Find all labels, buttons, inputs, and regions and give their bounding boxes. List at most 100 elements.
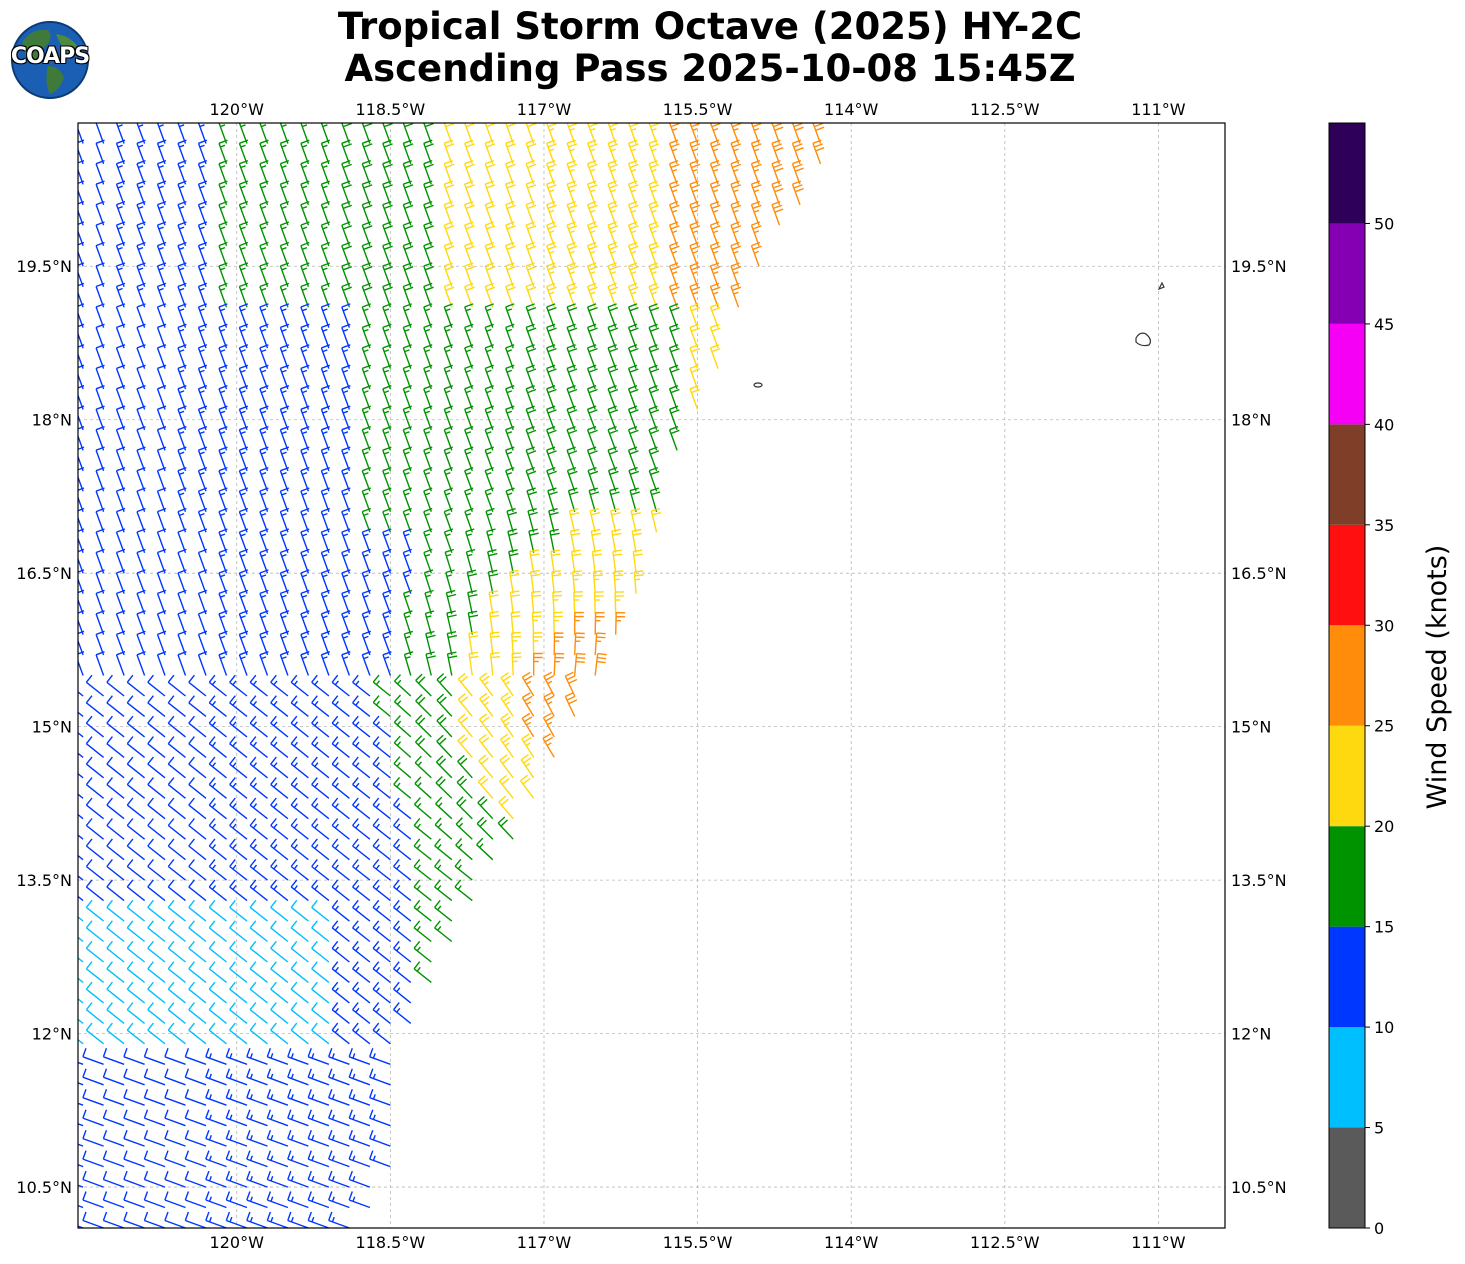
wind-barb (402, 466, 412, 492)
wind-barb (521, 671, 535, 697)
wind-barb (279, 610, 290, 635)
wind-barb (341, 241, 352, 267)
wind-barb (382, 159, 393, 185)
wind-barb (812, 123, 825, 144)
wind-barb (279, 507, 290, 533)
wind-barb (238, 200, 249, 226)
wind-barb (184, 1109, 207, 1127)
wind-barb (361, 385, 372, 410)
wind-barb (566, 180, 578, 206)
wind-barb (331, 797, 350, 820)
wind-barb (156, 241, 167, 267)
wind-barb (188, 858, 207, 881)
wind-barb (689, 241, 701, 267)
wind-barb (147, 899, 166, 922)
wind-barb (115, 159, 126, 185)
wind-barb (82, 1191, 104, 1209)
wind-barb (136, 303, 146, 328)
wind-barb (287, 1109, 309, 1127)
wind-barb (546, 364, 557, 390)
lon-tick-label-top: 115.5°W (663, 100, 733, 119)
wind-barb (259, 123, 269, 144)
wind-barb (546, 262, 557, 287)
wind-barb (415, 673, 432, 697)
wind-barb (479, 692, 494, 717)
wind-barb (136, 123, 146, 144)
lat-tick-label-left: 10.5°N (16, 1178, 72, 1197)
wind-barb (266, 1129, 289, 1147)
wind-barb (468, 651, 479, 676)
wind-barb (648, 262, 660, 287)
wind-barb (167, 715, 186, 738)
wind-barb (348, 1068, 371, 1086)
wind-barb (668, 241, 680, 267)
wind-barb (382, 282, 393, 308)
wind-barb (229, 858, 248, 881)
wind-barb (586, 446, 598, 472)
wind-barb (382, 303, 392, 328)
wind-barb (311, 1022, 330, 1045)
wind-barb (466, 569, 477, 594)
wind-barb (290, 940, 309, 963)
wind-barb (499, 733, 514, 758)
wind-barb (197, 507, 208, 533)
wind-barb (82, 123, 84, 124)
wind-barb (443, 446, 453, 472)
wind-barb (95, 303, 105, 328)
wind-barb (184, 123, 186, 124)
wind-barb (457, 754, 473, 779)
colorbar-bin (1329, 123, 1365, 224)
wind-barb (689, 303, 701, 328)
wind-barb (78, 793, 84, 799)
wind-barb (156, 180, 167, 206)
wind-barb (505, 159, 516, 185)
wind-barb (649, 487, 661, 512)
wind-barb (106, 695, 125, 717)
wind-barb (136, 466, 146, 492)
wind-barb (136, 528, 146, 553)
wind-barb (218, 569, 228, 594)
wind-barb (566, 241, 578, 267)
wind-barb (508, 549, 519, 574)
lat-tick-label-left: 12°N (32, 1025, 72, 1044)
wind-barb (136, 426, 146, 451)
wind-barb (566, 344, 578, 369)
wind-barb (287, 1088, 309, 1106)
wind-barb (197, 589, 208, 615)
wind-barb (177, 385, 187, 410)
wind-barb (372, 695, 391, 717)
wind-barb (279, 385, 290, 410)
wind-barb (208, 858, 227, 881)
wind-barb (115, 241, 126, 267)
wind-barb (464, 221, 475, 247)
wind-barb (328, 1068, 350, 1086)
wind-barb (279, 282, 290, 308)
wind-barb (443, 303, 453, 328)
wind-barb (279, 651, 290, 676)
wind-barb (95, 569, 105, 594)
wind-barb (750, 221, 762, 247)
wind-barb (607, 344, 619, 369)
wind-barb (225, 1088, 248, 1106)
wind-barb (167, 818, 186, 840)
wind-barb (372, 940, 391, 963)
wind-barb (238, 487, 249, 513)
wind-barb (95, 548, 105, 574)
wind-barb (311, 736, 330, 758)
wind-barb (136, 446, 146, 472)
wind-barb (709, 303, 721, 328)
wind-barb (566, 405, 578, 431)
wind-barb (270, 838, 289, 861)
colorbar-bin (1329, 424, 1365, 525)
wind-barb (382, 123, 393, 144)
wind-barb (361, 241, 373, 267)
wind-barb (270, 797, 289, 820)
wind-barb (505, 180, 516, 206)
wind-barb (484, 200, 496, 226)
wind-barb (218, 180, 228, 206)
wind-barb (143, 1129, 166, 1147)
wind-barb (435, 796, 453, 820)
wind-barb (471, 123, 473, 124)
wind-barb (106, 1022, 125, 1045)
